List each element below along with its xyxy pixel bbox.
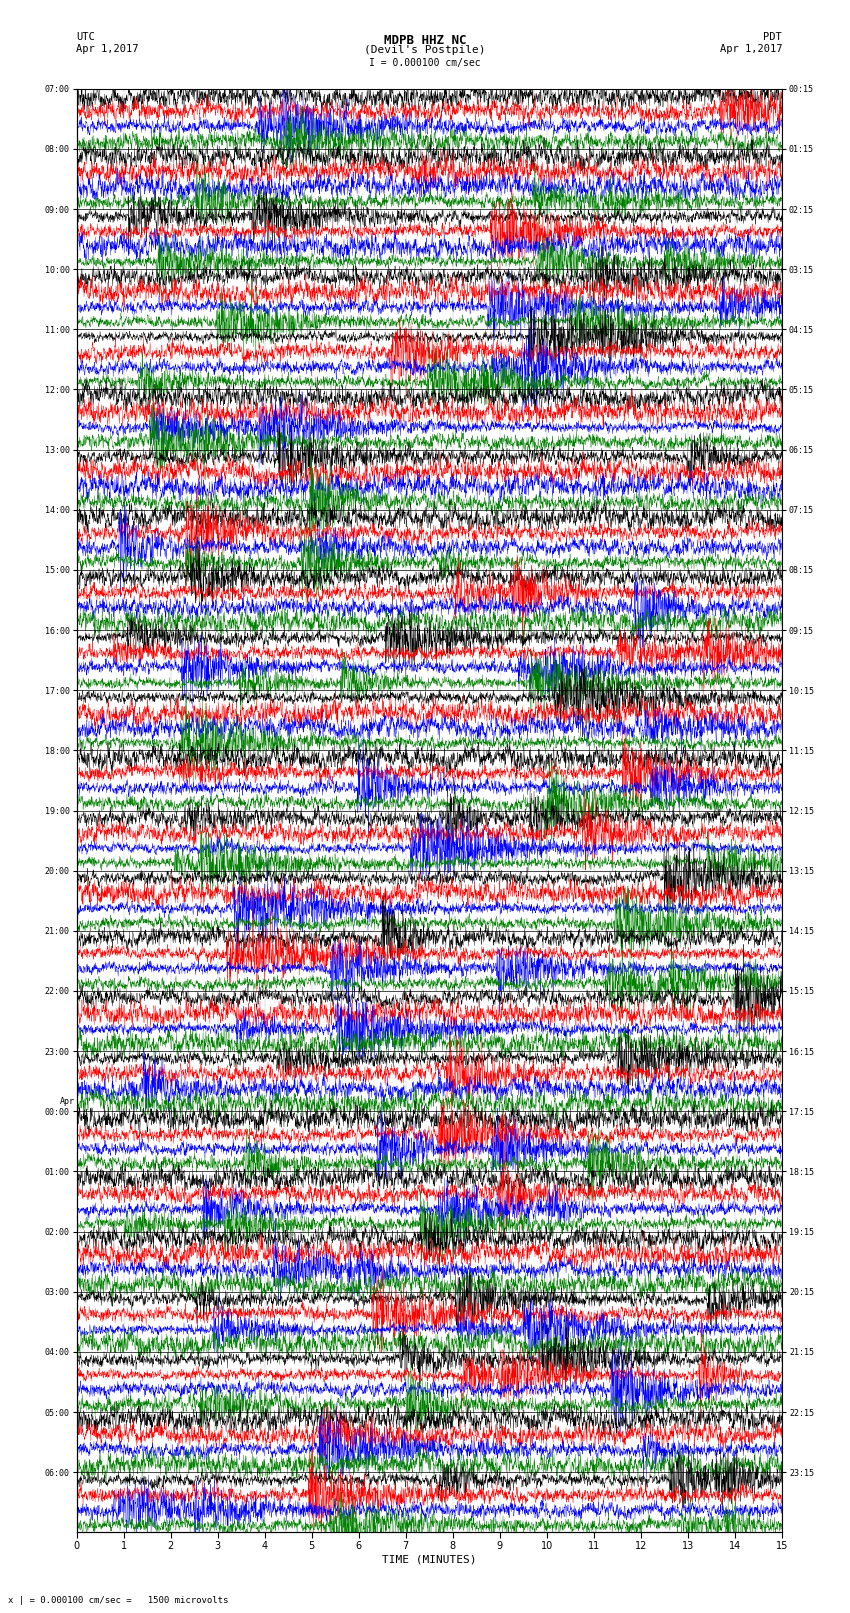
Text: (Devil's Postpile): (Devil's Postpile) [365, 45, 485, 55]
Text: Apr 1,2017: Apr 1,2017 [76, 44, 139, 53]
Text: Apr: Apr [60, 1097, 75, 1107]
Text: PDT: PDT [763, 32, 782, 42]
X-axis label: TIME (MINUTES): TIME (MINUTES) [382, 1555, 477, 1565]
Text: UTC: UTC [76, 32, 95, 42]
Text: MDPB HHZ NC: MDPB HHZ NC [383, 34, 467, 47]
Text: Apr 1,2017: Apr 1,2017 [719, 44, 782, 53]
Text: x | = 0.000100 cm/sec =   1500 microvolts: x | = 0.000100 cm/sec = 1500 microvolts [8, 1595, 229, 1605]
Text: I = 0.000100 cm/sec: I = 0.000100 cm/sec [369, 58, 481, 68]
